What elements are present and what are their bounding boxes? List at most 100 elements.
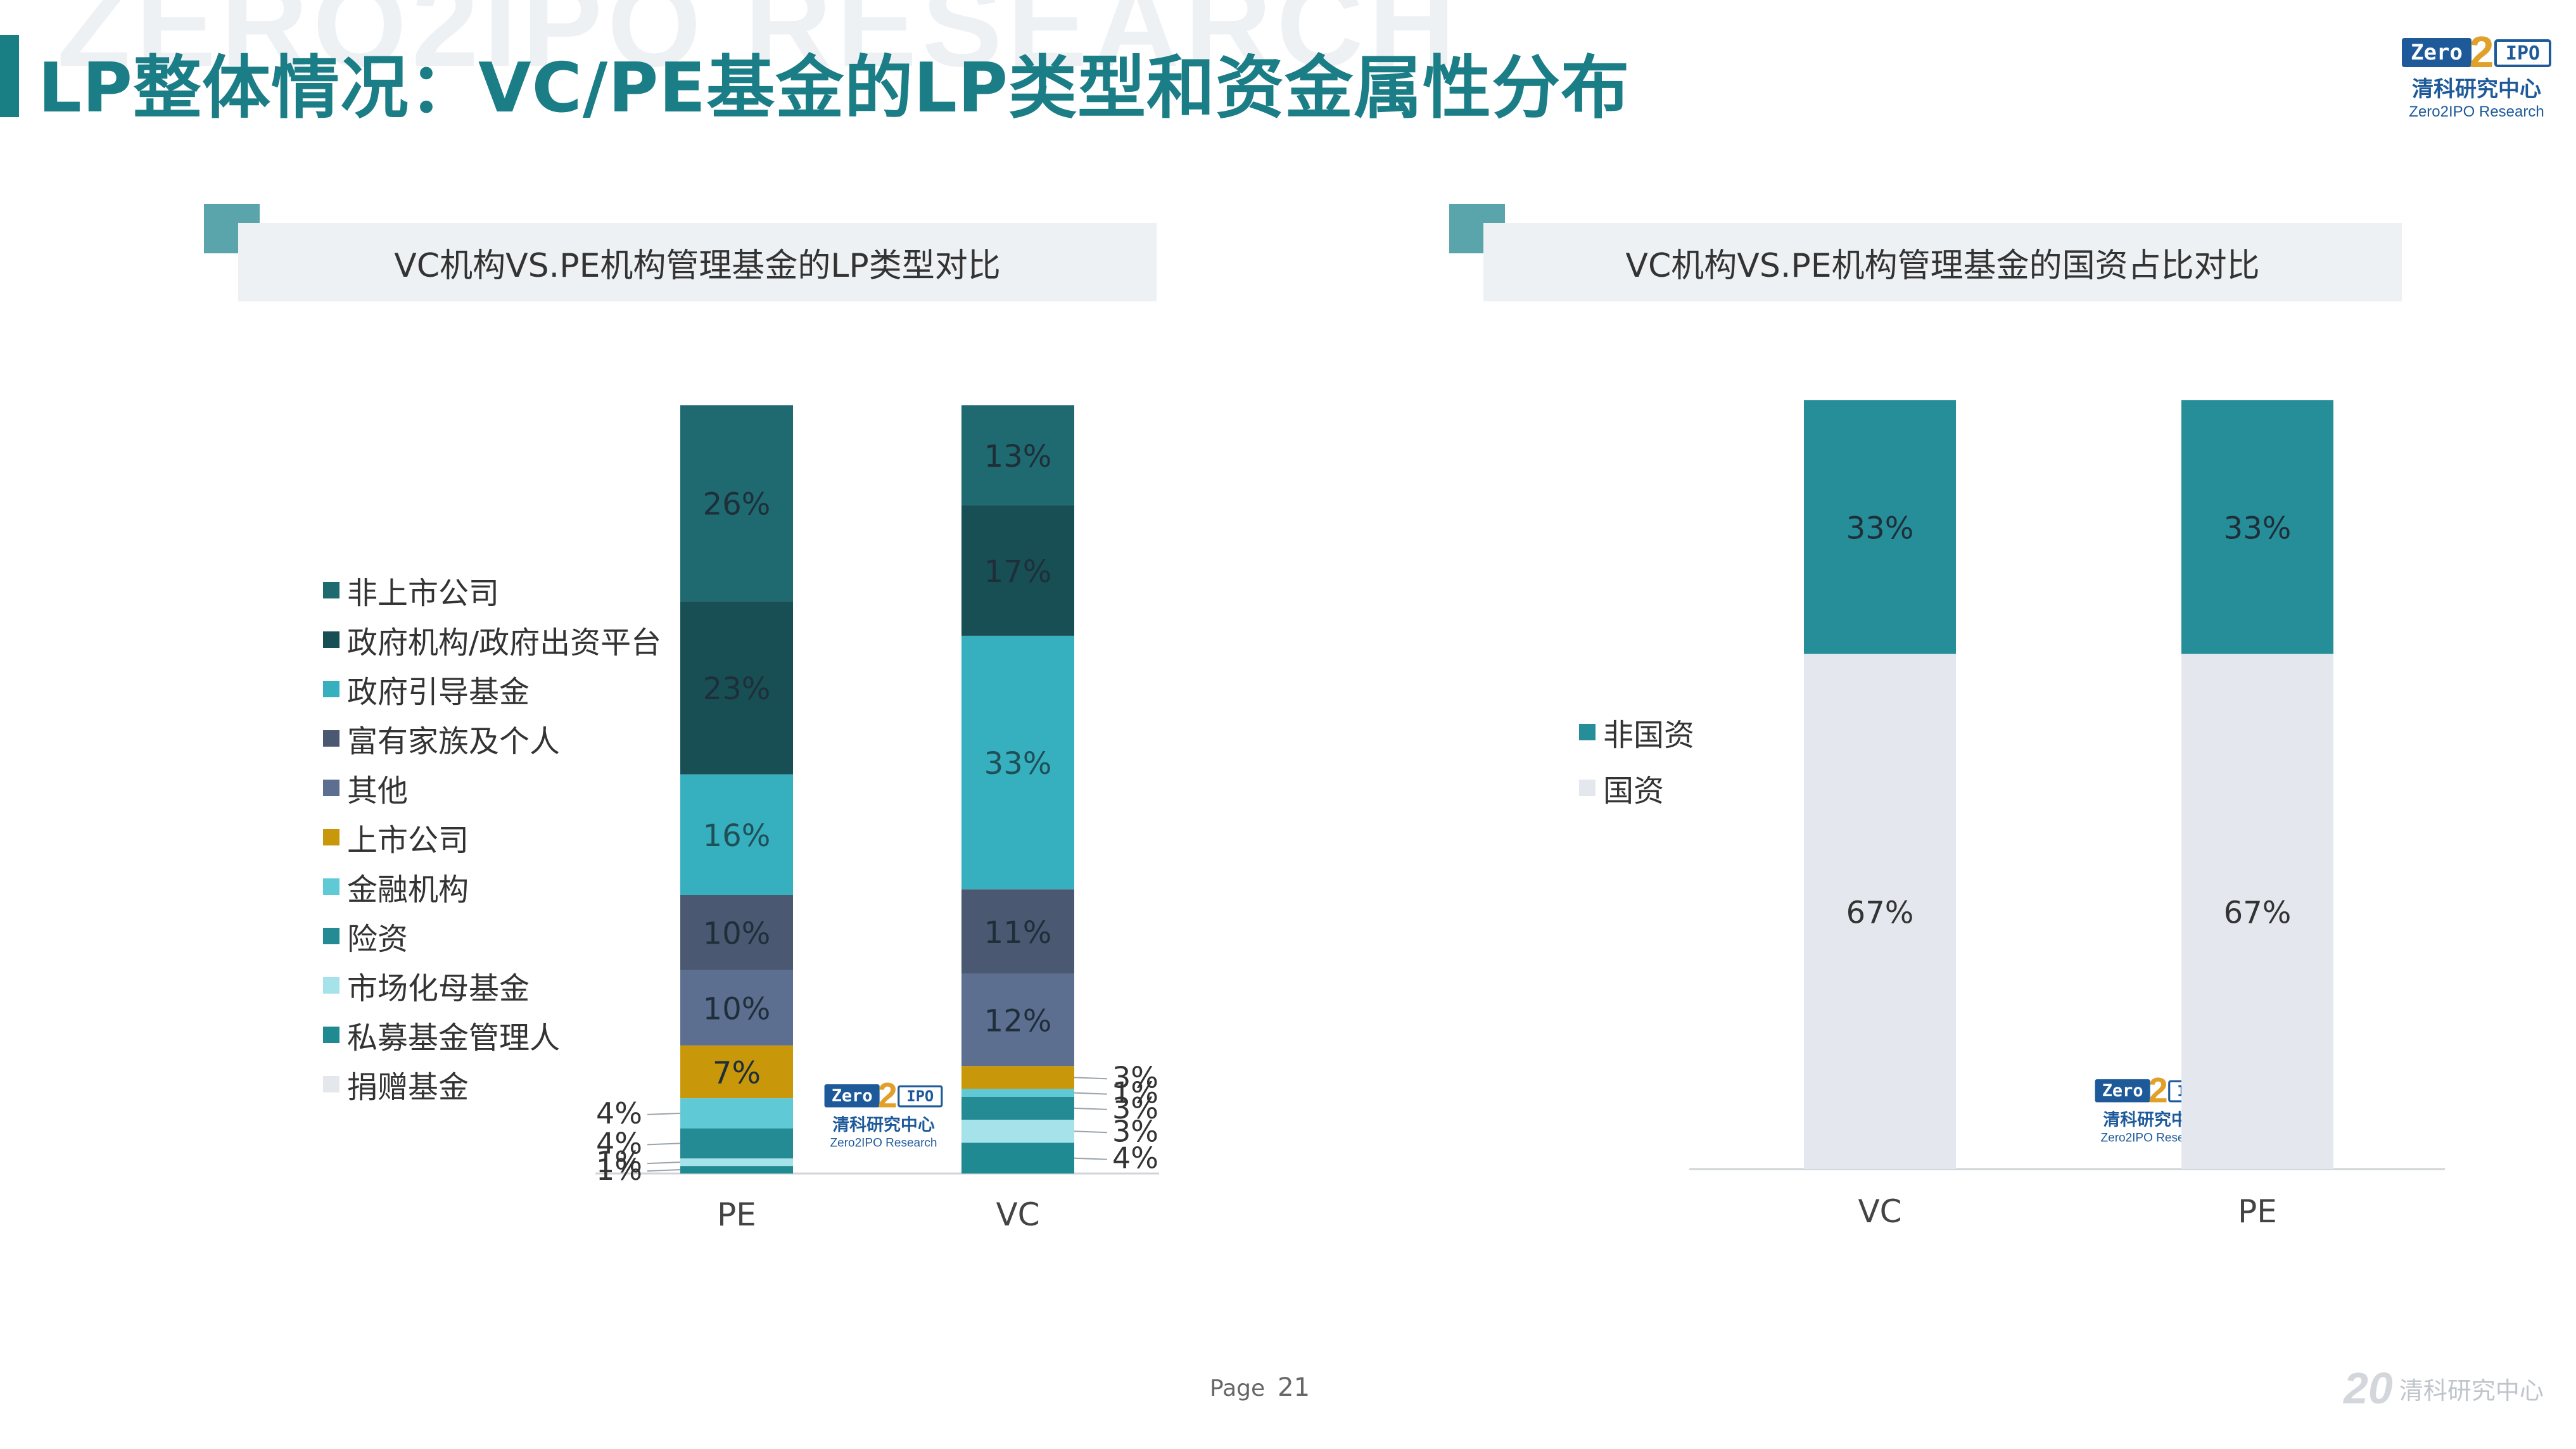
lp-bar-pe-1	[680, 601, 793, 775]
page-indicator: Page 21	[1210, 1373, 1310, 1402]
lp-data-label-pe-1: 23%	[703, 671, 771, 707]
lp-data-label-vc-5: 3%	[1112, 1060, 1158, 1094]
page-number: 21	[1278, 1373, 1310, 1402]
lp-leader-vc-5	[1074, 1077, 1108, 1080]
state-capital-legend: 非国资 国资	[1579, 704, 1694, 816]
lp-legend-item-6: 金融机构	[323, 862, 661, 911]
lp-bar-vc-2	[961, 635, 1074, 890]
lp-bar-pe-4	[680, 970, 793, 1046]
logo-cn-text: 清科研究中心	[2412, 77, 2541, 102]
right-panel-heading: VC机构VS.PE机构管理基金的国资占比对比	[1483, 223, 2402, 301]
state-bar-pe-0	[2181, 400, 2333, 654]
lp-legend-label-10: 捐赠基金	[347, 1070, 469, 1105]
footer-brand-name: 清科研究中心	[2399, 1376, 2544, 1405]
lp-data-label-vc-1: 17%	[984, 554, 1052, 590]
lp-bar-pe-2	[680, 774, 793, 895]
lp-legend-label-1: 政府机构/政府出资平台	[347, 625, 662, 661]
lp-category-label-pe: PE	[717, 1196, 756, 1233]
state-data-label-vc-1: 67%	[1846, 895, 1914, 930]
lp-data-label-vc-7: 3%	[1112, 1091, 1158, 1125]
logo-ipo-text: IPO	[2506, 42, 2540, 65]
lp-bar-vc-6	[961, 1089, 1074, 1097]
logo-en-text: Zero2IPO Research	[2409, 103, 2544, 120]
lp-leader-pe-9	[647, 1169, 681, 1172]
lp-legend-label-2: 政府引导基金	[347, 674, 530, 710]
lp-legend-label-0: 非上市公司	[347, 576, 500, 611]
lp-bar-pe-8	[680, 1158, 793, 1167]
lp-legend-item-7: 险资	[323, 911, 661, 961]
lp-leader-pe-8	[647, 1161, 681, 1165]
lp-legend-swatch-8	[323, 977, 339, 994]
title-accent-bar	[0, 35, 19, 117]
state-bar-pe-1	[2181, 654, 2333, 1169]
mini-logo2-en-text: Zero2IPO Research	[2101, 1131, 2208, 1144]
state-data-label-vc-0: 33%	[1846, 510, 1914, 546]
lp-data-label-vc-2: 33%	[984, 746, 1052, 781]
chart-watermark-logo-left: Zero 2 IPO 清科研究中心 Zero2IPO Research	[823, 1078, 944, 1154]
anniversary-mark: 20	[2344, 1364, 2393, 1413]
lp-data-label-vc-8: 3%	[1112, 1114, 1158, 1148]
lp-legend-swatch-2	[323, 681, 339, 697]
lp-legend-label-4: 其他	[347, 773, 409, 809]
lp-leader-vc-6	[1074, 1092, 1108, 1095]
lp-data-label-pe-8: 1%	[596, 1145, 642, 1179]
lp-data-label-pe-7: 4%	[596, 1126, 642, 1160]
logo-two-text: 2	[2470, 30, 2494, 77]
lp-category-label-vc: VC	[996, 1196, 1039, 1233]
lp-leader-pe-6	[647, 1112, 681, 1115]
lp-bar-vc-9	[961, 1142, 1074, 1174]
lp-data-label-pe-4: 10%	[703, 991, 771, 1027]
lp-bar-pe-0	[680, 405, 793, 602]
lp-leader-pe-7	[647, 1142, 681, 1146]
lp-data-label-vc-6: 1%	[1112, 1076, 1158, 1110]
lp-legend-item-8: 市场化母基金	[323, 961, 661, 1010]
lp-data-label-vc-3: 11%	[984, 915, 1052, 951]
lp-legend-item-5: 上市公司	[323, 813, 661, 862]
lp-data-label-pe-2: 16%	[703, 818, 771, 854]
lp-legend-swatch-4	[323, 780, 339, 796]
lp-bar-pe-3	[680, 894, 793, 970]
lp-bar-vc-1	[961, 505, 1074, 636]
lp-leader-vc-9	[1074, 1157, 1108, 1160]
lp-data-label-vc-4: 12%	[984, 1003, 1052, 1039]
state-legend-item-0: 非国资	[1579, 704, 1694, 760]
chart-watermark-logo-right: Zero 2 IPO 清科研究中心 Zero2IPO Research	[2094, 1073, 2214, 1149]
lp-bar-pe-5	[680, 1045, 793, 1099]
mini-logo-en-text: Zero2IPO Research	[830, 1136, 937, 1149]
mini-logo2-zero-text: Zero	[2102, 1081, 2143, 1101]
lp-legend-label-3: 富有家族及个人	[347, 724, 561, 759]
lp-legend-label-9: 私募基金管理人	[347, 1020, 561, 1056]
lp-legend-swatch-9	[323, 1027, 339, 1043]
footer-brand: 20 清科研究中心	[2344, 1363, 2544, 1414]
mini-logo-zero-text: Zero	[832, 1086, 873, 1106]
lp-legend-item-2: 政府引导基金	[323, 664, 661, 714]
lp-bar-vc-4	[961, 973, 1074, 1066]
lp-data-label-pe-6: 4%	[596, 1096, 642, 1130]
lp-legend-item-0: 非上市公司	[323, 566, 661, 615]
state-data-label-pe-1: 67%	[2224, 895, 2292, 930]
state-legend-label-1: 国资	[1603, 773, 1665, 809]
lp-bar-vc-5	[961, 1066, 1074, 1089]
lp-legend-label-5: 上市公司	[347, 823, 469, 858]
page-label: Page	[1210, 1376, 1266, 1402]
state-data-label-pe-0: 33%	[2224, 510, 2292, 546]
state-legend-swatch-0	[1579, 724, 1596, 740]
lp-legend-label-7: 险资	[347, 921, 409, 957]
lp-data-label-pe-5: 7%	[713, 1055, 761, 1091]
lp-legend-swatch-5	[323, 829, 339, 845]
lp-legend-label-6: 金融机构	[347, 872, 469, 908]
background-watermark: ZERO2IPO RESEARCH	[57, 0, 1461, 92]
lp-data-label-vc-0: 13%	[984, 439, 1052, 474]
state-category-label-pe: PE	[2238, 1193, 2277, 1230]
mini-logo-cn-text: 清科研究中心	[832, 1115, 935, 1135]
lp-legend-swatch-10	[323, 1076, 339, 1092]
lp-legend-item-4: 其他	[323, 763, 661, 813]
logo-zero-text: Zero	[2411, 40, 2463, 65]
zero2ipo-logo: Zero 2 IPO 清科研究中心 Zero2IPO Research	[2401, 30, 2553, 125]
lp-bar-vc-7	[961, 1096, 1074, 1120]
lp-data-label-pe-9: 1%	[596, 1153, 642, 1187]
lp-legend-swatch-7	[323, 928, 339, 944]
lp-bar-vc-3	[961, 889, 1074, 974]
state-legend-swatch-1	[1579, 780, 1596, 796]
